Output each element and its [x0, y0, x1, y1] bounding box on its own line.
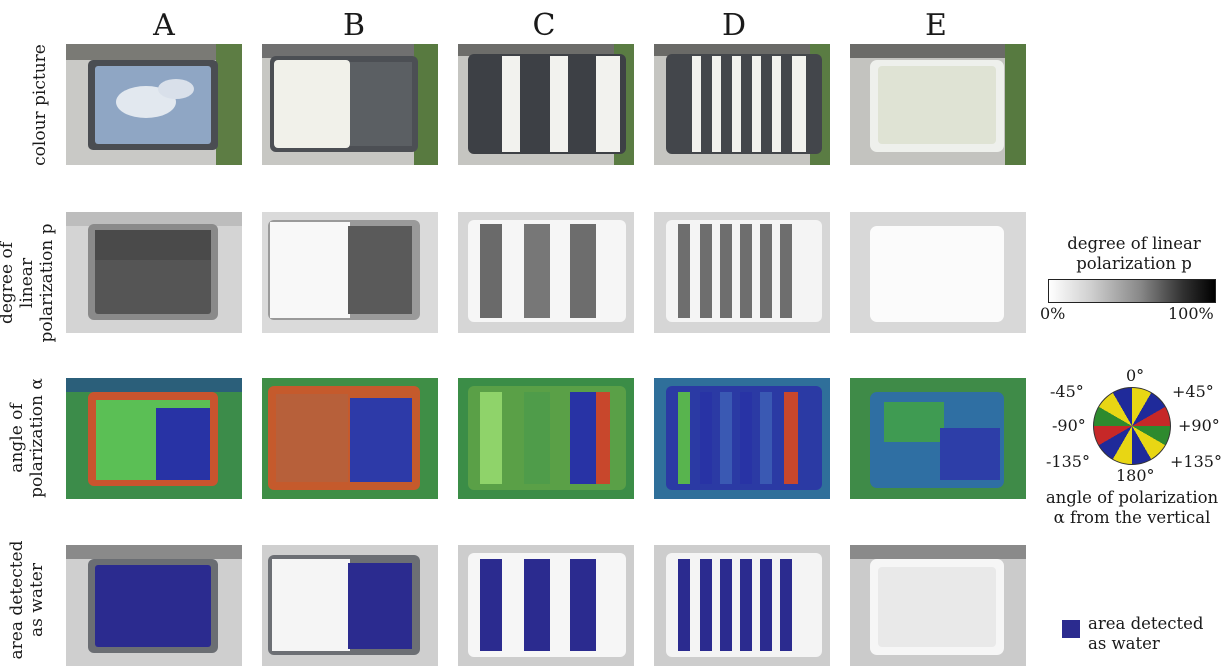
water-legend-swatch: [1062, 620, 1080, 638]
panel-image: [66, 545, 242, 666]
panel-image: [66, 44, 242, 165]
row-label-line2: polarization p: [37, 223, 57, 343]
water-legend-line2: as water: [1088, 634, 1160, 653]
aop-label-bottom-left: -135°: [1046, 452, 1090, 471]
panel-image: [850, 545, 1026, 666]
panel-a-aop: [66, 378, 242, 499]
panel-image: [654, 545, 830, 666]
panel-image: [458, 545, 634, 666]
panel-image: [262, 378, 438, 499]
panel-image: [654, 44, 830, 165]
row-label-line2: polarization α: [27, 378, 47, 498]
row-label-line1: angle of: [7, 403, 27, 473]
aop-legend-caption-line2: α from the vertical: [1053, 508, 1211, 527]
row-label-line2: as water: [27, 563, 47, 637]
panel-e-aop: [850, 378, 1026, 499]
panel-image: [458, 44, 634, 165]
row-label-colour-picture: colour picture: [30, 40, 50, 170]
aop-label-top-right: +45°: [1172, 382, 1214, 401]
panel-image: [66, 378, 242, 499]
column-label-d: D: [721, 8, 747, 43]
water-legend-line1: area detected: [1088, 614, 1204, 633]
dop-legend-title-line2: polarization p: [1076, 254, 1192, 273]
panel-d-water: [654, 545, 830, 666]
panel-a-water: [66, 545, 242, 666]
panel-image: [66, 212, 242, 333]
aop-label-bottom-right: +135°: [1170, 452, 1222, 471]
panel-image: [262, 44, 438, 165]
panel-d-aop: [654, 378, 830, 499]
panel-a-dop: [66, 212, 242, 333]
panel-a-colour: [66, 44, 242, 165]
panel-b-water: [262, 545, 438, 666]
dop-colorbar: [1048, 279, 1216, 303]
panel-image: [262, 212, 438, 333]
aop-label-left: -90°: [1052, 416, 1086, 435]
panel-c-aop: [458, 378, 634, 499]
row-label-line1: area detected: [7, 540, 27, 660]
aop-legend-caption-line1: angle of polarization: [1045, 488, 1219, 507]
panel-d-colour: [654, 44, 830, 165]
panel-image: [654, 378, 830, 499]
dop-legend-title: degree of linear polarization p: [1044, 234, 1224, 274]
row-label-line1: colour picture: [30, 44, 50, 166]
panel-image: [850, 44, 1026, 165]
panel-e-dop: [850, 212, 1026, 333]
row-label-degree-of-polarization: degree of linear polarization p: [0, 218, 57, 348]
aop-label-top: 0°: [1126, 366, 1145, 385]
panel-b-dop: [262, 212, 438, 333]
dop-legend-title-line1: degree of linear: [1067, 234, 1201, 253]
panel-d-dop: [654, 212, 830, 333]
column-label-a: A: [153, 8, 175, 43]
aop-label-top-left: -45°: [1050, 382, 1084, 401]
row-label-area-detected: area detected as water: [7, 535, 47, 665]
row-label-line1: degree of linear: [0, 242, 37, 325]
panel-image: [850, 212, 1026, 333]
panel-image: [850, 378, 1026, 499]
panel-b-aop: [262, 378, 438, 499]
aop-legend-caption: angle of polarization α from the vertica…: [1040, 488, 1224, 528]
aop-color-wheel: [1093, 387, 1171, 465]
panel-image: [654, 212, 830, 333]
panel-b-colour: [262, 44, 438, 165]
water-legend-label: area detected as water: [1088, 614, 1204, 654]
dop-colorbar-max: 100%: [1168, 304, 1214, 323]
panel-image: [262, 545, 438, 666]
panel-c-dop: [458, 212, 634, 333]
aop-label-right: +90°: [1178, 416, 1220, 435]
dop-colorbar-min: 0%: [1040, 304, 1066, 323]
row-label-angle-of-polarization: angle of polarization α: [7, 373, 47, 503]
column-label-c: C: [532, 8, 556, 43]
panel-e-colour: [850, 44, 1026, 165]
panel-image: [458, 378, 634, 499]
column-label-b: B: [342, 8, 366, 43]
panel-image: [458, 212, 634, 333]
panel-c-water: [458, 545, 634, 666]
aop-label-bottom: 180°: [1116, 466, 1155, 485]
panel-c-colour: [458, 44, 634, 165]
column-label-e: E: [925, 8, 947, 43]
panel-e-water: [850, 545, 1026, 666]
